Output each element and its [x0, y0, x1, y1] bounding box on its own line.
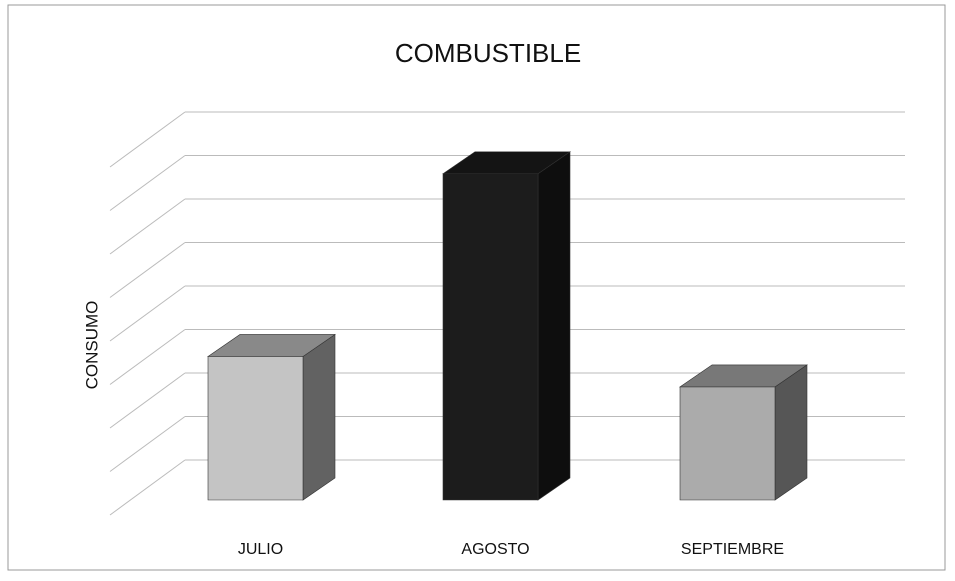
bar-side — [537, 151, 571, 501]
bar-front — [442, 173, 539, 501]
grid-line — [109, 416, 186, 472]
grid-line — [109, 111, 186, 168]
grid-line — [109, 459, 186, 516]
x-tick-label: AGOSTO — [461, 541, 529, 558]
x-tick-label: JULIO — [238, 541, 283, 558]
bar — [679, 364, 808, 501]
grid-line — [109, 329, 186, 385]
y-axis-label: CONSUMO — [82, 301, 101, 390]
grid-line — [109, 155, 186, 211]
bar — [442, 151, 571, 501]
bar-front — [207, 356, 304, 501]
grid-line — [109, 372, 186, 429]
grid-line — [109, 285, 186, 342]
x-tick-label: SEPTIEMBRE — [681, 541, 784, 558]
chart-title: COMBUSTIBLE — [395, 38, 581, 68]
bar-side — [774, 364, 808, 501]
bar-side — [302, 333, 336, 501]
grid-line — [109, 242, 186, 298]
grid-line — [109, 198, 186, 255]
bar — [207, 333, 336, 501]
bar-front — [679, 386, 776, 501]
